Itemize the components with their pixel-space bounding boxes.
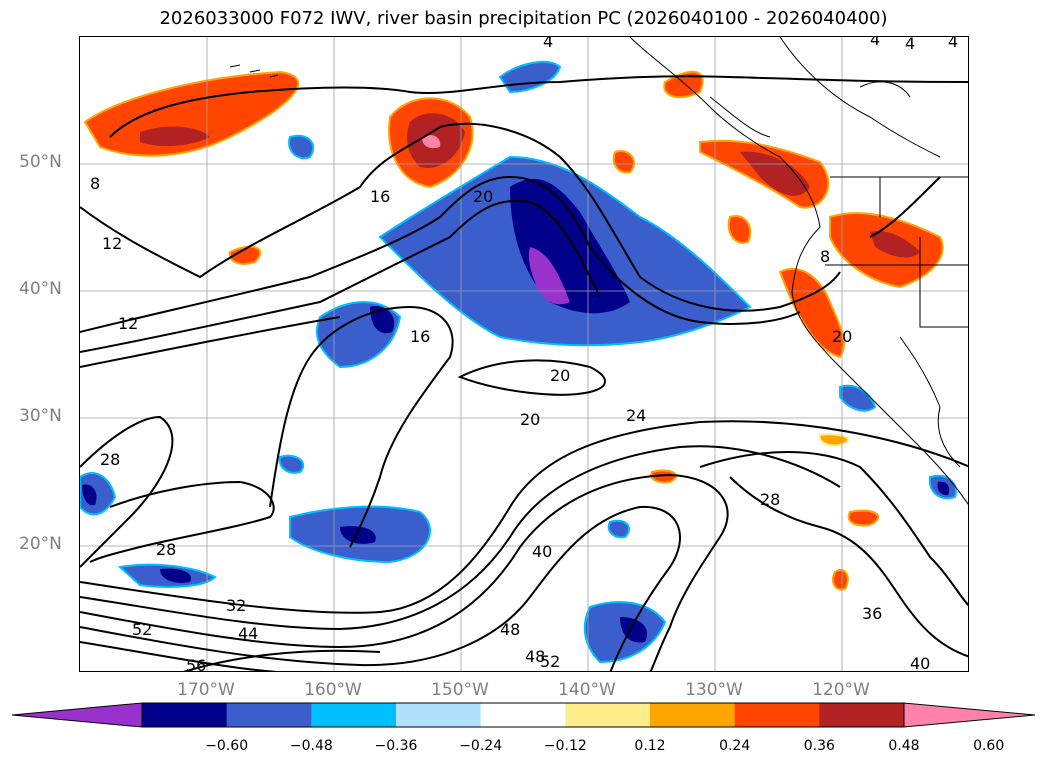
contour-label: 20 bbox=[473, 187, 493, 206]
contour-label: 8 bbox=[90, 174, 100, 193]
colorbar-swatch bbox=[565, 703, 651, 727]
negative-anomaly-shading bbox=[80, 60, 957, 664]
colorbar-swatch bbox=[311, 703, 397, 727]
contour-label: 28 bbox=[100, 450, 120, 469]
colorbar-tick-label: 0.36 bbox=[803, 738, 835, 754]
map-plot-area[interactable]: 4 4 4 4 8 8 12 12 16 16 20 20 20 20 24 2… bbox=[79, 36, 969, 672]
lon-label: 160°W bbox=[304, 680, 362, 700]
lon-label: 170°W bbox=[177, 680, 235, 700]
lat-label: 20°N bbox=[19, 534, 62, 554]
contour-label: 56 bbox=[186, 656, 206, 672]
contour-label: 36 bbox=[862, 604, 882, 623]
colorbar-tick-label: −0.36 bbox=[374, 738, 418, 754]
colorbar-swatch bbox=[226, 703, 312, 727]
colorbar-tick-label: −0.48 bbox=[289, 738, 333, 754]
colorbar-swatch bbox=[650, 703, 736, 727]
lon-label: 120°W bbox=[812, 680, 870, 700]
contour-label: 52 bbox=[540, 652, 560, 671]
contour-label: 40 bbox=[910, 654, 930, 672]
contour-label: 28 bbox=[760, 490, 780, 509]
contour-label: 4 bbox=[543, 37, 553, 51]
colorbar-tick-label: 0.12 bbox=[634, 738, 666, 754]
colorbar-extend-min bbox=[12, 703, 142, 727]
colorbar-tick-label: 0.48 bbox=[888, 738, 920, 754]
colorbar-tick-label: 0.24 bbox=[719, 738, 751, 754]
lon-label: 140°W bbox=[558, 680, 616, 700]
contour-label: 48 bbox=[500, 620, 520, 639]
map-title: 2026033000 F072 IWV, river basin precipi… bbox=[159, 8, 888, 29]
colorbar-extend-max bbox=[904, 703, 1035, 727]
contour-label: 24 bbox=[626, 406, 646, 425]
colorbar-tick-label: −0.24 bbox=[459, 738, 503, 754]
iwv-contours bbox=[80, 75, 968, 671]
coastlines bbox=[229, 37, 968, 505]
contour-label: 20 bbox=[550, 366, 570, 385]
colorbar-tick-label: −0.60 bbox=[205, 738, 249, 754]
contour-label: 48 bbox=[525, 647, 545, 666]
lon-label: 130°W bbox=[685, 680, 743, 700]
contour-label: 32 bbox=[226, 596, 246, 615]
contour-labels: 4 4 4 4 8 8 12 12 16 16 20 20 20 20 24 2… bbox=[90, 37, 958, 672]
contour-label: 16 bbox=[410, 327, 430, 346]
contour-label: 44 bbox=[238, 624, 258, 643]
contour-label: 12 bbox=[102, 234, 122, 253]
lat-label: 50°N bbox=[19, 152, 62, 172]
lon-label: 150°W bbox=[431, 680, 489, 700]
colorbar-swatch bbox=[480, 703, 566, 727]
contour-label: 40 bbox=[532, 542, 552, 561]
colorbar-swatch bbox=[396, 703, 482, 727]
map-canvas: 4 4 4 4 8 8 12 12 16 16 20 20 20 20 24 2… bbox=[80, 37, 968, 672]
colorbar-tick-label: 0.60 bbox=[973, 738, 1005, 754]
contour-label: 4 bbox=[905, 37, 915, 53]
colorbar-swatches bbox=[12, 703, 1035, 727]
lat-label: 30°N bbox=[19, 406, 62, 426]
contour-label: 12 bbox=[118, 314, 138, 333]
contour-label: 20 bbox=[832, 327, 852, 346]
colorbar-swatch bbox=[734, 703, 820, 727]
lat-label: 40°N bbox=[19, 279, 62, 299]
contour-label: 4 bbox=[870, 37, 880, 49]
gridlines bbox=[80, 37, 968, 671]
colorbar-swatch bbox=[142, 703, 228, 727]
contour-label: 28 bbox=[156, 540, 176, 559]
contour-label: 20 bbox=[520, 410, 540, 429]
colorbar-swatch bbox=[819, 703, 905, 727]
colorbar-tick-label: −0.12 bbox=[543, 738, 587, 754]
contour-label: 16 bbox=[370, 187, 390, 206]
contour-label: 4 bbox=[948, 37, 958, 51]
contour-label: 8 bbox=[820, 247, 830, 266]
contour-label: 52 bbox=[132, 620, 152, 639]
